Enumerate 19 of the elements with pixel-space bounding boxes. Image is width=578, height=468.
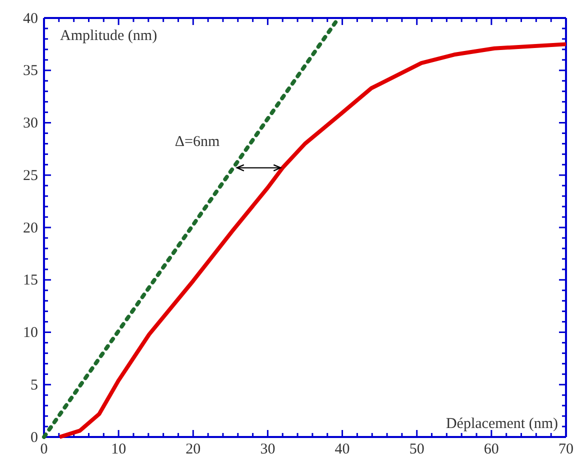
y-tick-label: 15 xyxy=(23,272,38,289)
x-tick-label: 40 xyxy=(334,442,350,458)
y-tick-label: 25 xyxy=(23,168,38,184)
y-tick-label: 10 xyxy=(23,325,38,342)
y-tick-label: 5 xyxy=(30,377,38,394)
x-axis-title: Déplacement (nm) xyxy=(446,416,558,432)
y-tick-label: 35 xyxy=(23,63,38,80)
annotation: Δ=6nm xyxy=(174,134,220,150)
y-tick-label: 0 xyxy=(30,430,38,446)
x-tick-label: 70 xyxy=(558,442,574,458)
y-tick-label: 30 xyxy=(23,116,38,132)
x-tick-label: 60 xyxy=(484,442,499,458)
x-tick-label: 50 xyxy=(409,442,424,458)
x-tick-label: 30 xyxy=(260,442,276,458)
x-tick-label: 10 xyxy=(111,442,126,458)
y-tick-label: 40 xyxy=(23,10,38,27)
y-tick-label: 20 xyxy=(23,220,38,236)
y-axis-title: Amplitude (nm) xyxy=(60,28,158,44)
x-tick-label: 20 xyxy=(186,442,201,458)
